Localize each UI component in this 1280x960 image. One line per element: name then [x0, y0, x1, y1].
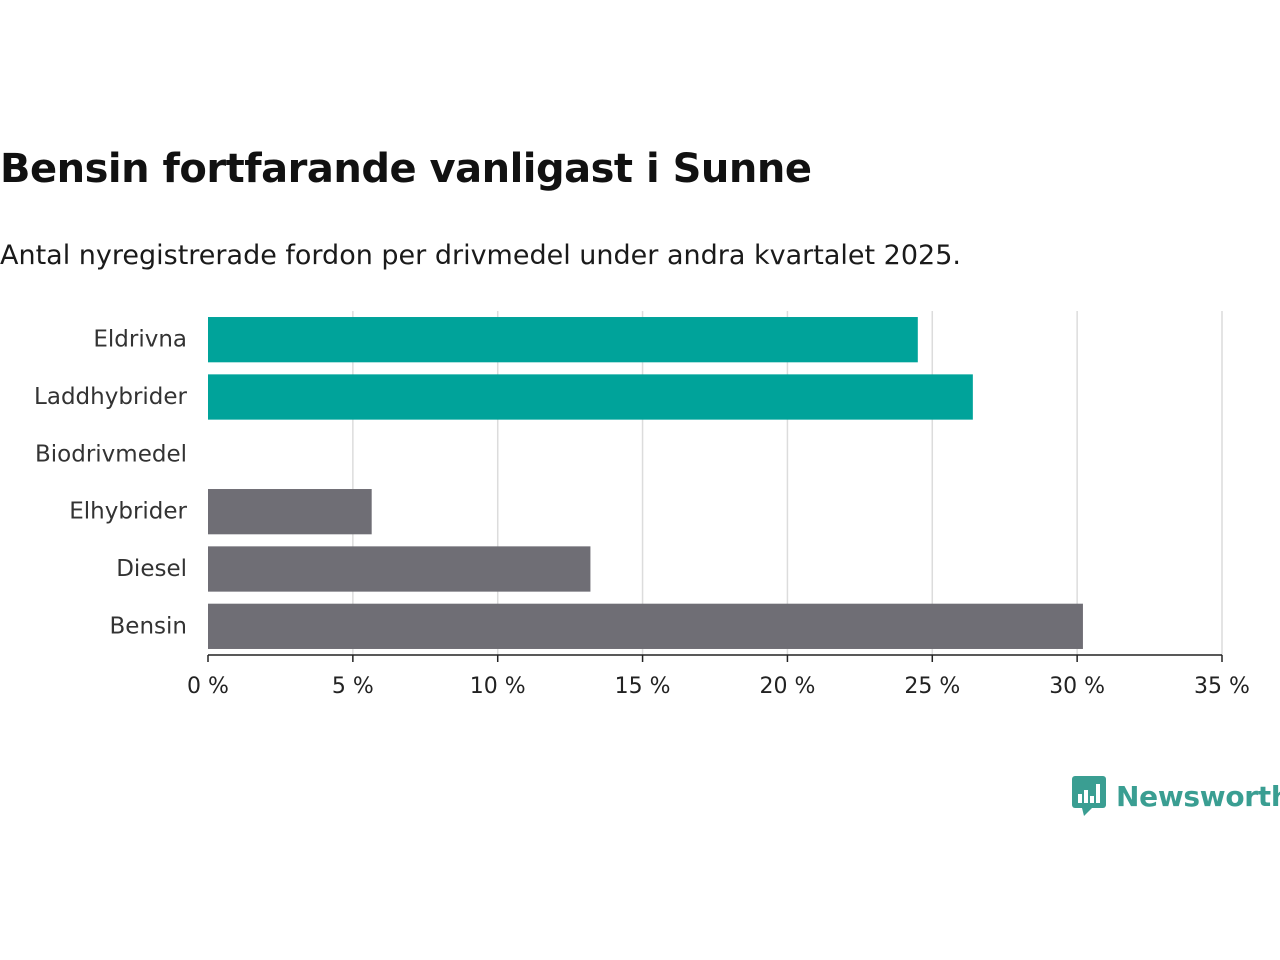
bar-elhybrider	[208, 489, 372, 535]
x-tick-label: 10 %	[470, 674, 526, 699]
category-labels: Eldrivna Laddhybrider Biodrivmedel Elhybrid…	[34, 327, 187, 640]
newsworthy-logo: Newsworthy	[1072, 776, 1280, 816]
bars	[208, 317, 1083, 649]
x-axis: 0 % 5 % 10 % 15 % 20 % 25 % 30 % 35 %	[187, 654, 1250, 699]
x-tick-label: 20 %	[759, 674, 815, 699]
x-tick-label: 30 %	[1049, 674, 1105, 699]
x-tick-label: 15 %	[615, 674, 671, 699]
bar-laddhybrider	[208, 374, 973, 420]
bar-diesel	[208, 546, 591, 592]
x-tick-label: 5 %	[332, 674, 374, 699]
bar-eldrivna	[208, 317, 918, 363]
category-label: Laddhybrider	[34, 384, 187, 410]
category-label: Bensin	[110, 613, 187, 639]
category-label: Diesel	[116, 556, 187, 582]
x-tick-label: 35 %	[1194, 674, 1250, 699]
category-label: Eldrivna	[93, 327, 187, 353]
grid-lines	[352, 311, 1223, 655]
brand-name: Newsworthy	[1116, 779, 1280, 813]
x-tick-label: 25 %	[904, 674, 960, 699]
bar-bensin	[208, 603, 1083, 649]
category-label: Elhybrider	[69, 499, 187, 525]
bar-chart-speech-bubble-icon	[1072, 776, 1106, 816]
chart-title: Bensin fortfarande vanligast i Sunne	[0, 146, 812, 192]
chart-subtitle: Antal nyregistrerade fordon per drivmede…	[0, 240, 961, 271]
x-tick-label: 0 %	[187, 674, 229, 699]
category-label: Biodrivmedel	[35, 441, 187, 467]
